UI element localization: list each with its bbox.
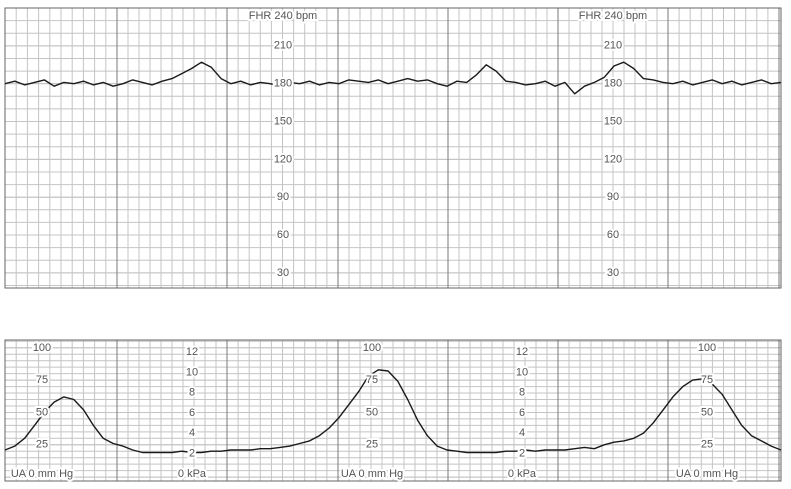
y-tick-label: 180 <box>604 78 622 90</box>
y-tick-label: UA 0 mm Hg <box>676 468 738 480</box>
y-tick-label: 100 <box>33 342 51 354</box>
traces <box>4 61 782 454</box>
y2-tick-label: 10 <box>186 366 198 378</box>
y2-tick-label: 0 kPa <box>508 468 537 480</box>
y2-tick-label: 6 <box>519 407 525 419</box>
y2-tick-label: 6 <box>189 407 195 419</box>
y-tick-label: 75 <box>366 374 378 386</box>
y-tick-label: FHR 240 bpm <box>249 10 317 22</box>
y-tick-label: 150 <box>604 115 622 127</box>
y2-tick-label: 8 <box>189 387 195 399</box>
y-tick-label: 50 <box>701 406 713 418</box>
y-tick-label: 60 <box>277 229 289 241</box>
grid <box>4 7 782 482</box>
y-tick-label: 90 <box>607 191 619 203</box>
y2-tick-label: 10 <box>516 366 528 378</box>
y-tick-label: 30 <box>277 267 289 279</box>
y-tick-label: 75 <box>701 374 713 386</box>
y-tick-label: 25 <box>366 439 378 451</box>
y-tick-label: FHR 240 bpm <box>579 10 647 22</box>
y-tick-label: 100 <box>363 342 381 354</box>
y-tick-label: 60 <box>607 229 619 241</box>
y-tick-label: UA 0 mm Hg <box>11 468 73 480</box>
y-tick-label: 25 <box>701 439 713 451</box>
y-tick-label: 30 <box>607 267 619 279</box>
y2-tick-label: 2 <box>519 448 525 460</box>
y-tick-label: UA 0 mm Hg <box>341 468 403 480</box>
y-tick-label: 100 <box>698 342 716 354</box>
y2-tick-label: 12 <box>516 346 528 358</box>
y-tick-label: 180 <box>274 78 292 90</box>
panel-frame <box>4 7 782 289</box>
y2-tick-label: 12 <box>186 346 198 358</box>
y2-tick-label: 2 <box>189 448 195 460</box>
y-tick-label: 50 <box>36 406 48 418</box>
y2-tick-label: 0 kPa <box>178 468 207 480</box>
y-tick-label: 150 <box>274 115 292 127</box>
y-tick-label: 25 <box>36 439 48 451</box>
panel-frame <box>4 339 782 482</box>
y-tick-label: 120 <box>604 153 622 165</box>
y-tick-label: 120 <box>274 153 292 165</box>
trace-line <box>4 369 782 454</box>
y-tick-label: 210 <box>274 40 292 52</box>
y2-tick-label: 8 <box>519 387 525 399</box>
y-tick-label: 75 <box>36 374 48 386</box>
y2-tick-label: 4 <box>519 427 525 439</box>
y2-tick-label: 4 <box>189 427 195 439</box>
y-tick-label: 210 <box>604 40 622 52</box>
y-tick-label: 90 <box>277 191 289 203</box>
y-tick-label: 50 <box>366 406 378 418</box>
trace-line <box>4 61 782 95</box>
